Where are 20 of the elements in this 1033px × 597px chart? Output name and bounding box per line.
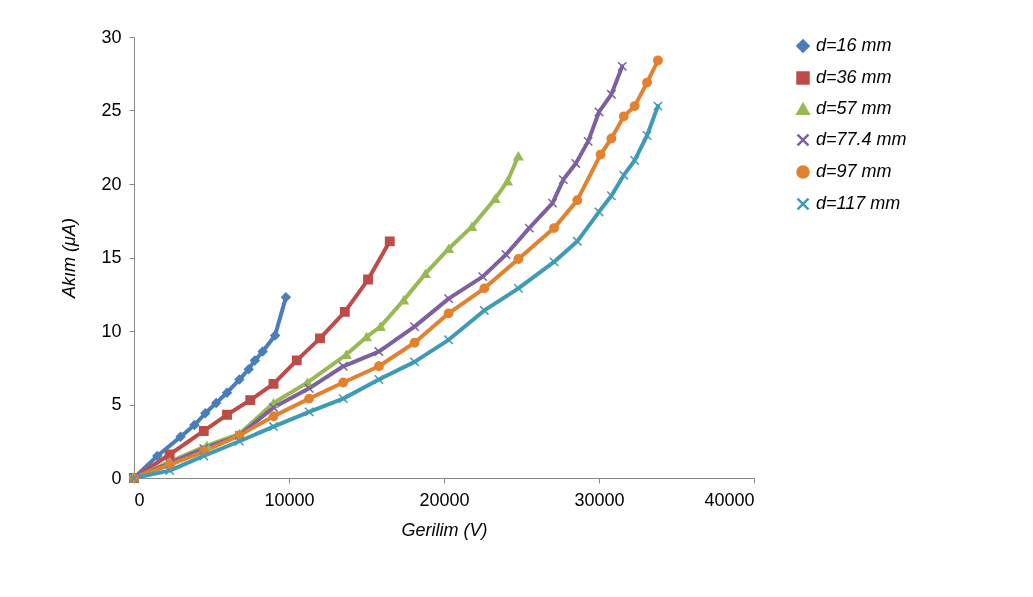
y-tick-label: 5 <box>111 394 122 414</box>
x-tick-label: 40000 <box>704 489 755 510</box>
legend-label: d=57 mm <box>816 98 892 118</box>
legend-label: d=77.4 mm <box>816 129 907 149</box>
y-tick-label: 0 <box>111 467 122 488</box>
legend-label: d=117 mm <box>816 193 901 213</box>
y-tick-label: 30 <box>101 26 122 47</box>
x-tick-label: 20000 <box>419 489 470 510</box>
x-tick-label: 30000 <box>574 489 625 510</box>
y-tick-label: 10 <box>101 320 122 341</box>
y-tick-label: 20 <box>101 173 122 194</box>
x-axis-title: Gerilim (V) <box>401 519 488 540</box>
y-tick-label: 15 <box>101 247 122 267</box>
x-tick-label: 0 <box>134 489 145 510</box>
legend-label: d=16 mm <box>816 35 892 55</box>
legend-label: d=97 mm <box>816 161 892 181</box>
y-tick-label: 25 <box>101 100 122 120</box>
y-axis-title: Akım (μA) <box>59 218 80 299</box>
legend-label: d=36 mm <box>816 67 892 87</box>
x-tick-label: 10000 <box>264 489 315 510</box>
